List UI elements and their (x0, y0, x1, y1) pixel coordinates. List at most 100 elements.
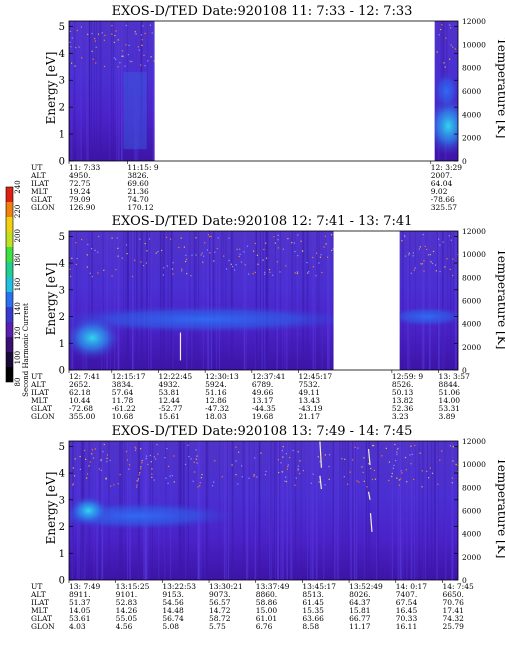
spectrogram-speckle (69, 41, 71, 43)
spectrogram-speckle (432, 66, 434, 68)
spectrogram-speckle (381, 46, 383, 48)
spectrogram-speckle (262, 259, 264, 261)
spectrogram-column (221, 231, 223, 370)
spectrogram-speckle (449, 24, 451, 26)
spectrogram-column (209, 231, 211, 370)
colorbar-swatch (6, 247, 13, 262)
spectrogram-speckle (140, 261, 142, 263)
spectrogram-feature (386, 306, 458, 327)
spectrogram-speckle (95, 46, 97, 48)
spectrogram-column (118, 21, 121, 161)
ephemeris-value: 12: 7:41 (69, 372, 100, 381)
spectrogram-speckle (441, 450, 443, 452)
spectrogram-speckle (138, 474, 140, 476)
ephemeris-value: 12:45:17 (299, 372, 333, 381)
spectrogram-speckle (395, 54, 397, 56)
spectrogram-speckle (202, 41, 205, 43)
spectrogram-speckle (178, 246, 180, 248)
spectrogram-speckle (81, 57, 83, 59)
spectrogram-speckle (111, 33, 113, 35)
spectrogram-speckle (371, 478, 374, 481)
spectrogram-feature (367, 491, 371, 500)
spectrogram-column (254, 441, 256, 580)
spectrogram-speckle (209, 252, 211, 254)
spectrogram-speckle (318, 36, 320, 38)
spectrogram-column (171, 231, 173, 370)
spectrogram-speckle (113, 484, 115, 486)
spectrogram-speckle (329, 66, 331, 68)
spectrogram-speckle (140, 466, 142, 468)
spectrogram-column (146, 21, 149, 161)
spectrogram-speckle (404, 236, 406, 238)
spectrogram-column (84, 231, 86, 370)
spectrogram-speckle (317, 33, 319, 35)
spectrogram-speckle (209, 236, 211, 238)
spectrogram-speckle (391, 475, 393, 478)
spectrogram-speckle (155, 51, 157, 53)
spectrogram-column (170, 231, 173, 370)
spectrogram-column (255, 21, 257, 161)
spectrogram-speckle (373, 445, 375, 447)
spectrogram-speckle (354, 26, 356, 28)
spectrogram-speckle (345, 37, 347, 39)
spectrogram-column (240, 21, 242, 161)
spectrogram-speckle (358, 481, 360, 483)
spectrogram-speckle (277, 62, 279, 64)
spectrogram-speckle (263, 248, 265, 251)
spectrogram-speckle (343, 31, 345, 33)
ephemeris-value: 66.77 (349, 614, 371, 623)
spectrogram-column (324, 21, 326, 161)
spectrogram-column (366, 441, 368, 580)
spectrogram-speckle (451, 482, 453, 484)
spectrogram-column (347, 21, 350, 161)
spectrogram-speckle (408, 51, 410, 53)
spectrogram-speckle (111, 25, 113, 27)
y2-tick-label: 12000 (462, 17, 486, 26)
spectrogram-speckle (94, 448, 96, 450)
spectrogram-column (391, 21, 394, 161)
spectrogram-speckle (400, 470, 402, 472)
spectrogram-speckle (402, 45, 404, 47)
y2-tick-label: 12000 (462, 437, 486, 446)
spectrogram-speckle (346, 252, 348, 254)
spectrogram-speckle (382, 31, 384, 34)
spectrogram-speckle (374, 478, 377, 480)
spectrogram-speckle (395, 266, 397, 268)
spectrogram-column (365, 441, 367, 580)
spectrogram-speckle (320, 254, 322, 256)
ephemeris-row-label: UT (31, 582, 42, 591)
spectrogram-speckle (430, 261, 432, 263)
spectrogram-column (402, 441, 404, 580)
spectrogram-speckle (432, 36, 434, 38)
spectrogram-speckle (384, 273, 386, 276)
spectrogram-column (382, 231, 384, 370)
ephemeris-value: 13: 7:49 (69, 582, 101, 591)
spectrogram-column (74, 21, 76, 161)
spectrogram-column (322, 21, 324, 161)
ephemeris-value: 12:22:45 (158, 372, 192, 381)
spectrogram-speckle (71, 37, 73, 39)
spectrogram-column (274, 231, 276, 370)
spectrogram-speckle (349, 27, 351, 29)
spectrogram-column (162, 21, 165, 161)
spectrogram-column (353, 441, 356, 580)
spectrogram-speckle (401, 240, 403, 242)
spectrogram-column (133, 231, 135, 370)
colorbar-tick-label: 220 (14, 205, 22, 218)
ephemeris-value: 12:15:17 (112, 372, 146, 381)
ephemeris-value: 74.70 (127, 195, 149, 204)
y-tick-label: 1 (59, 549, 65, 560)
spectrogram-column (203, 21, 205, 161)
spectrogram-speckle (161, 46, 164, 48)
ephemeris-row-label: MLT (31, 606, 48, 615)
spectrogram-speckle (139, 472, 141, 474)
spectrogram-speckle (351, 36, 353, 38)
ephemeris-value: 61.01 (256, 614, 277, 623)
spectrogram-speckle (331, 234, 333, 236)
spectrogram-column (441, 231, 443, 370)
spectrogram-speckle (86, 266, 88, 268)
spectrogram-column (337, 441, 340, 580)
spectrogram-speckle (214, 251, 216, 253)
spectrogram-speckle (199, 485, 201, 487)
spectrogram-speckle (305, 60, 307, 62)
